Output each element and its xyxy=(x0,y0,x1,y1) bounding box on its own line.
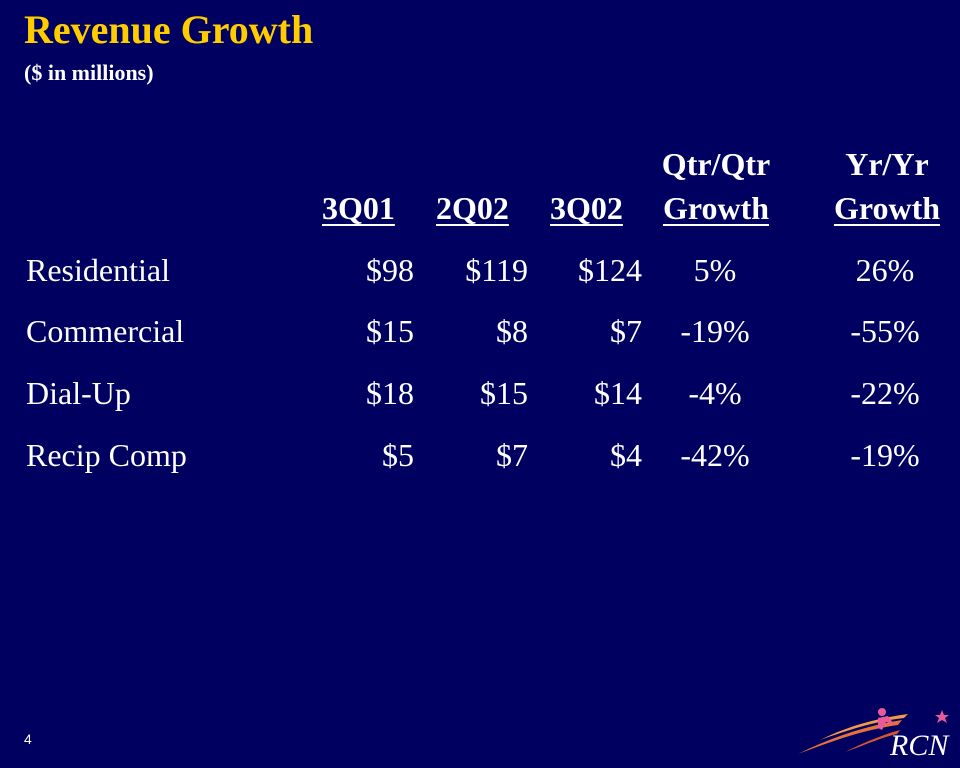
row-label: Commercial xyxy=(26,313,185,349)
header-yoy-line1: Yr/Yr xyxy=(845,146,929,182)
cell-2q02: $119 xyxy=(465,252,528,288)
cell-3q02: $14 xyxy=(594,375,642,411)
cell-qoq: -42% xyxy=(680,437,750,473)
cell-3q02: $4 xyxy=(610,437,642,473)
row-label: Dial-Up xyxy=(26,375,131,411)
header-yoy-line2: Growth xyxy=(833,190,941,226)
cell-yoy: -55% xyxy=(850,313,920,349)
page-number: 4 xyxy=(24,731,32,747)
header-3q01: 3Q01 xyxy=(322,190,395,226)
header-qoq-line1: Qtr/Qtr xyxy=(661,146,771,182)
cell-3q02: $7 xyxy=(610,313,642,349)
cell-qoq: -4% xyxy=(688,375,742,411)
rcn-logo-icon: RCN xyxy=(790,700,955,762)
cell-2q02: $15 xyxy=(480,375,528,411)
cell-3q01: $98 xyxy=(366,252,414,288)
slide-title: Revenue Growth xyxy=(24,7,314,52)
header-3q02: 3Q02 xyxy=(550,190,623,226)
row-label: Residential xyxy=(26,252,170,288)
svg-text:RCN: RCN xyxy=(889,729,950,760)
row-label: Recip Comp xyxy=(26,437,187,473)
cell-3q02: $124 xyxy=(578,252,642,288)
cell-yoy: -22% xyxy=(850,375,920,411)
cell-3q01: $15 xyxy=(366,313,414,349)
cell-3q01: $5 xyxy=(382,437,414,473)
header-2q02: 2Q02 xyxy=(436,190,509,226)
cell-2q02: $8 xyxy=(496,313,528,349)
cell-yoy: -19% xyxy=(850,437,920,473)
cell-2q02: $7 xyxy=(496,437,528,473)
slide-subtitle: ($ in millions) xyxy=(24,60,154,85)
cell-yoy: 26% xyxy=(855,252,915,288)
cell-qoq: -19% xyxy=(680,313,750,349)
cell-3q01: $18 xyxy=(366,375,414,411)
header-qoq-line2: Growth xyxy=(662,190,770,226)
cell-qoq: 5% xyxy=(693,252,737,288)
